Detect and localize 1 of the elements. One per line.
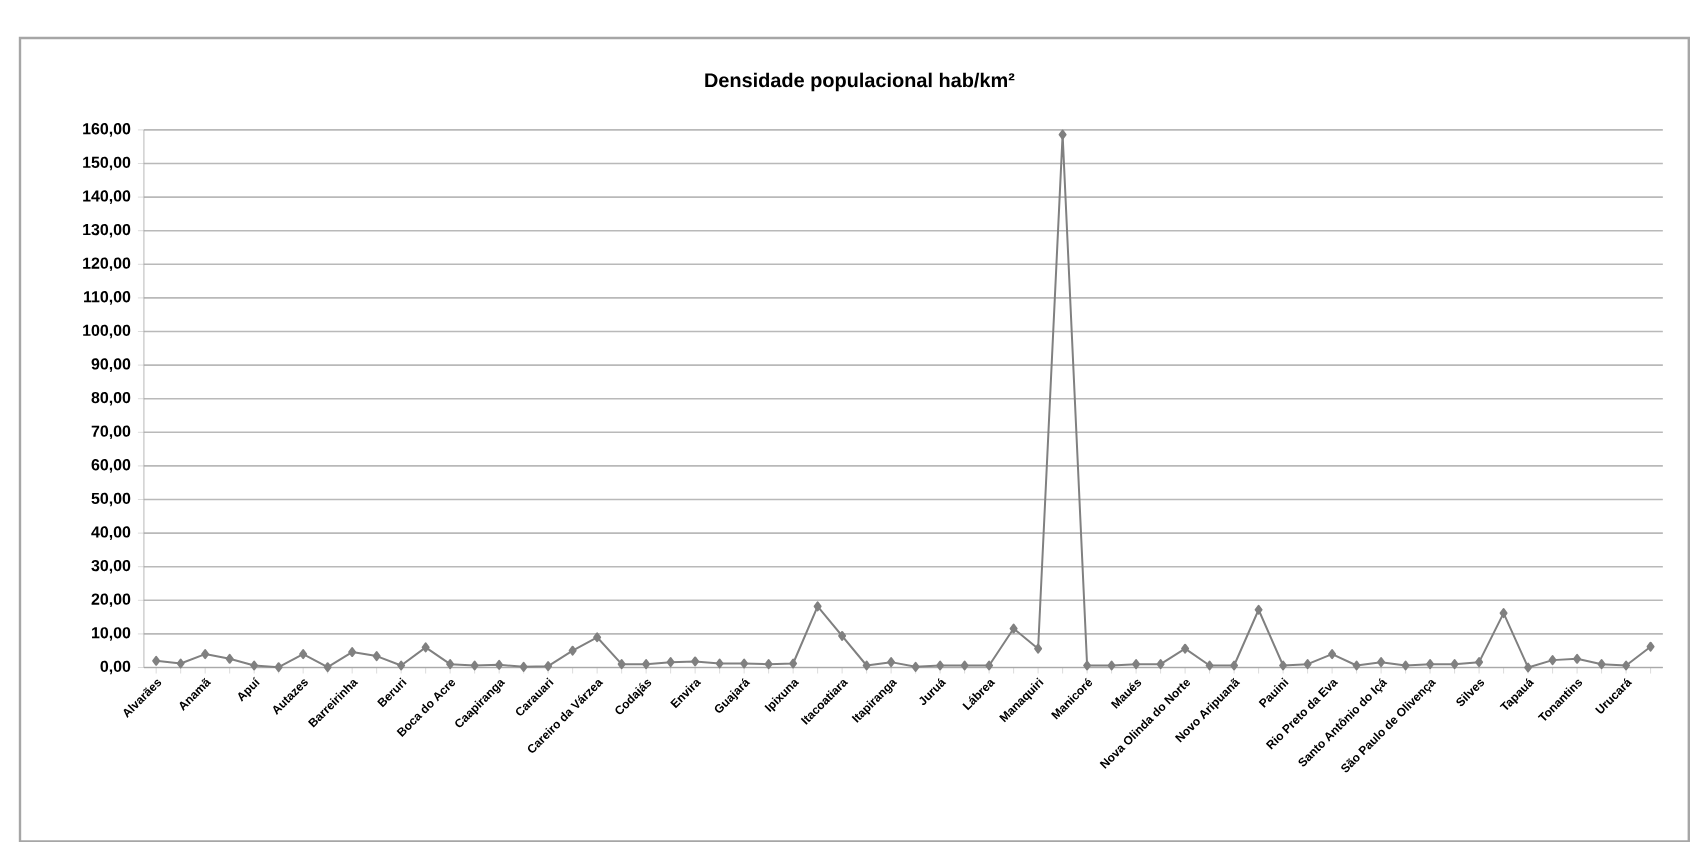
chart-title: Densidade populacional hab/km² [705,72,1015,91]
